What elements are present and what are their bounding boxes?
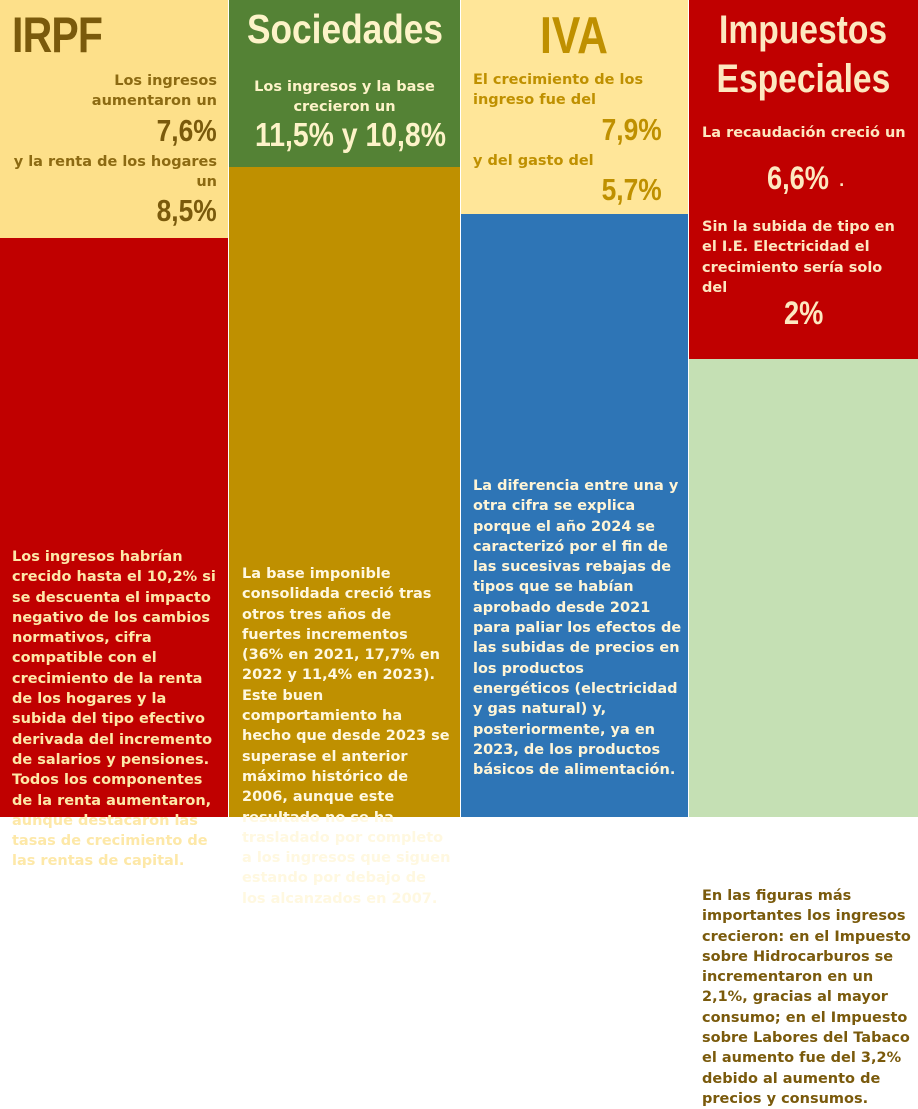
iva-summary-panel: IVA El crecimiento de los ingreso fue de… — [461, 0, 688, 214]
irpf-detail-text: Los ingresos habrían crecido hasta el 10… — [12, 549, 216, 870]
especiales-revenue-value: 6,6% — [767, 160, 829, 196]
irpf-income-value: 7,6% — [156, 113, 217, 148]
especiales-electricity-text: Sin la subida de tipo en el I.E. Electri… — [702, 219, 895, 296]
especiales-revenue-text: La recaudación creció un — [702, 125, 906, 141]
iva-column: IVA El crecimiento de los ingreso fue de… — [461, 0, 688, 817]
sociedades-column: Sociedades Los ingresos y la base crecie… — [229, 0, 460, 907]
irpf-title: IRPF — [12, 7, 103, 63]
irpf-income-text: Los ingresos aumentaron un — [91, 73, 217, 109]
especiales-electricity-value: 2% — [784, 295, 824, 331]
especiales-title-line2: Especiales — [716, 57, 891, 101]
iva-spending-text: y del gasto del — [473, 153, 594, 169]
iva-spending-value: 5,7% — [601, 172, 662, 207]
sociedades-summary-panel: Sociedades Los ingresos y la base crecie… — [229, 0, 460, 167]
irpf-household-text: y la renta de los hogares un — [13, 154, 217, 190]
sociedades-detail-text: La base imponible consolidada creció tra… — [242, 566, 451, 907]
especiales-revenue-suffix: . — [839, 174, 845, 190]
sociedades-growth-text: Los ingresos y la base crecieron un — [254, 79, 435, 115]
sociedades-detail-panel: La base imponible consolidada creció tra… — [229, 167, 460, 907]
iva-detail-panel: La diferencia entre una y otra cifra se … — [461, 214, 688, 817]
iva-income-text: El crecimiento de los ingreso fue del — [473, 72, 644, 108]
irpf-detail-panel: Los ingresos habrían crecido hasta el 10… — [0, 238, 228, 869]
especiales-detail-panel: En las figuras más importantes los ingre… — [689, 359, 918, 1107]
especiales-title: Impuestos Especiales — [689, 6, 918, 104]
especiales-summary-panel: Impuestos Especiales La recaudación crec… — [689, 0, 918, 359]
irpf-summary-panel: IRPF Los ingresos aumentaron un 7,6% y l… — [0, 0, 228, 238]
especiales-detail-text: En las figuras más importantes los ingre… — [702, 888, 911, 1107]
iva-detail-text: La diferencia entre una y otra cifra se … — [473, 478, 682, 779]
irpf-household-value: 8,5% — [156, 193, 217, 228]
especiales-title-line1: Impuestos — [719, 8, 888, 52]
sociedades-growth-value: 11,5% y 10,8% — [255, 116, 446, 153]
iva-income-value: 7,9% — [601, 112, 662, 147]
sociedades-title: Sociedades — [247, 6, 443, 52]
iva-title: IVA — [540, 7, 608, 65]
irpf-column: IRPF Los ingresos aumentaron un 7,6% y l… — [0, 0, 228, 869]
especiales-column: Impuestos Especiales La recaudación crec… — [689, 0, 918, 1107]
